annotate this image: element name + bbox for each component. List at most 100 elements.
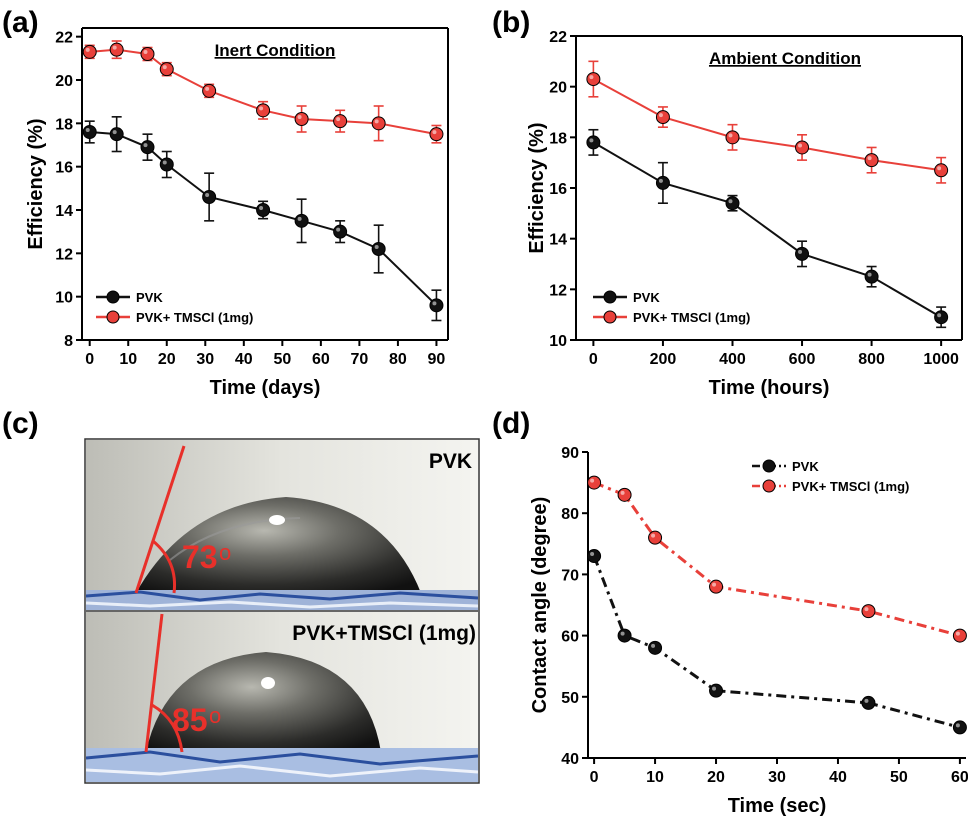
legend: PVK PVK+ TMSCl (1mg) [96,290,253,325]
droplet-highlight [261,677,275,689]
y-tick-label: 16 [55,160,73,177]
series-pvk [586,128,949,329]
data-point [429,298,444,313]
point-highlight [589,138,594,143]
data-point [256,203,271,217]
point-highlight [259,206,264,210]
legend-marker [106,310,120,324]
x-tick-label: 200 [650,351,677,368]
data-point [109,42,124,57]
angle-arc-pvk [152,539,177,594]
data-point [952,628,967,643]
contact-angle-photos: PVK 73 o PVK+TMSCl (1mg) 85 o [84,438,480,784]
y-tick-label: 20 [549,80,567,97]
legend-marker [603,290,617,304]
point-highlight [651,533,656,538]
data-point [159,157,174,172]
y-tick-label: 20 [55,73,73,90]
data-point [429,127,444,142]
data-point [82,125,97,139]
x-tick-label: 70 [350,351,368,368]
data-point [655,110,670,125]
data-point [709,683,724,698]
series-line [89,48,437,136]
data-point [617,487,632,502]
y-tick-label: 10 [55,290,73,307]
point-highlight [205,193,210,197]
x-tick-label: 10 [119,351,137,368]
x-axis-title: Time (hours) [709,377,830,399]
point-highlight [112,130,117,135]
photo-pvk [86,440,478,610]
legend-label: PVK [633,290,660,305]
droplet-highlight [269,515,285,525]
data-point [795,246,810,261]
chart-title: Inert Condition [215,41,336,60]
point-highlight [937,313,942,318]
data-point [159,62,174,77]
angle-value-pvk: 73 [182,539,218,575]
data-point [725,130,740,145]
data-point [256,103,271,118]
x-tick-label: 60 [951,769,968,786]
x-tick-label: 90 [428,351,446,368]
point-highlight [143,143,148,148]
panel-label-a: (a) [2,6,39,39]
y-tick-label: 14 [55,203,73,220]
x-tick-label: 20 [158,351,176,368]
point-highlight [937,166,942,171]
point-highlight [864,698,869,703]
legend-label: PVK+ TMSCl (1mg) [792,479,909,494]
legend-marker [106,290,120,304]
legend-label: PVK+ TMSCl (1mg) [633,310,750,325]
y-tick-label: 60 [561,629,579,646]
point-highlight [620,631,625,636]
x-axis-title: Time (sec) [728,795,827,817]
series-pvk-tmscl [82,40,444,144]
data-point [587,475,602,490]
series-line [592,78,942,172]
point-highlight [658,178,663,183]
point-highlight [651,643,656,648]
y-tick-label: 16 [549,181,567,198]
point-highlight [85,47,90,52]
x-tick-label: 0 [85,351,94,368]
legend-marker [762,479,776,493]
point-highlight [374,245,379,249]
data-point [864,269,879,284]
series-pvk-tmscl [586,60,949,184]
tangent-line-pvk [134,445,186,594]
x-tick-label: 1000 [923,351,959,368]
point-highlight [728,133,733,138]
point-highlight [620,490,625,495]
photo-caption-pvk-tmscl: PVK+TMSCl (1mg) [292,622,476,645]
point-highlight [798,249,803,254]
x-tick-label: 80 [389,351,407,368]
data-point [294,112,309,126]
data-point [371,242,386,256]
droplet-pvk-tmscl [146,652,381,752]
point-highlight [658,113,663,118]
point-highlight [432,130,437,135]
point-highlight [297,115,302,119]
x-tick-label: 60 [312,351,330,368]
data-point [109,127,124,142]
legend-label: PVK [792,459,819,474]
legend-label: PVK [136,290,163,305]
x-tick-label: 30 [768,769,786,786]
data-point [333,224,348,239]
x-tick-label: 20 [707,769,725,786]
y-tick-label: 12 [55,246,73,263]
y-tick-label: 18 [549,130,567,147]
legend: PVK PVK+ TMSCl (1mg) [593,290,750,325]
point-highlight [590,552,595,557]
y-tick-label: 8 [64,333,73,350]
legend: PVK PVK+ TMSCl (1mg) [752,459,909,494]
tangent-line-pvk-tmscl [144,613,164,753]
chart-d: 0 10 20 30 40 50 60 40 50 60 70 80 90 Time (sec) Conta… [529,445,968,817]
point-highlight [112,45,117,50]
data-point [725,196,740,211]
data-point [861,604,876,619]
data-point [140,140,155,155]
